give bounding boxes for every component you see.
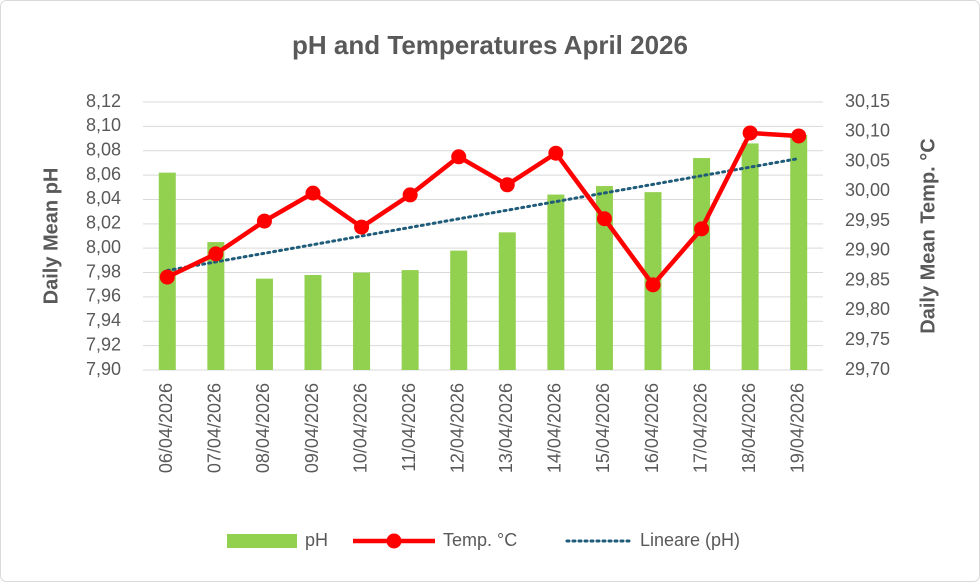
x-tick-label: 12/04/2026: [447, 383, 467, 473]
y-tick-label: 8,10: [86, 115, 121, 135]
line-point: [354, 219, 370, 235]
y2-tick-label: 30,00: [845, 180, 890, 200]
y2-tick-label: 29,95: [845, 210, 890, 230]
trendline: [165, 157, 801, 272]
bar: [207, 242, 225, 370]
y2-tick-label: 29,85: [845, 269, 890, 289]
bar: [401, 270, 419, 370]
line: [166, 130, 799, 288]
y-tick-label: 8,12: [86, 91, 121, 111]
y-tick-label: 7,92: [86, 334, 121, 354]
bar: [790, 134, 808, 370]
x-tick-label: 14/04/2026: [545, 383, 565, 473]
line-point: [791, 128, 807, 144]
line-point: [402, 187, 418, 203]
x-tick-label: 08/04/2026: [253, 383, 273, 473]
chart-title: pH and Temperatures April 2026: [292, 30, 688, 60]
y-tick-label: 8,04: [86, 188, 121, 208]
x-tick-label: 09/04/2026: [302, 383, 322, 473]
x-tick-label: 06/04/2026: [156, 383, 176, 473]
line-point: [208, 246, 224, 262]
y-axis-title: Daily Mean pH: [40, 168, 62, 305]
line-point: [256, 213, 272, 229]
y-tick-label: 7,96: [86, 286, 121, 306]
line-point: [159, 269, 175, 285]
y-tick-label: 8,06: [86, 164, 121, 184]
bar: [741, 143, 759, 370]
x-tick-label: 13/04/2026: [496, 383, 516, 473]
x-tick-label: 07/04/2026: [205, 383, 225, 473]
bar: [595, 186, 613, 370]
x-tick-label: 19/04/2026: [787, 383, 807, 473]
x-tick-label: 17/04/2026: [690, 383, 710, 473]
bar: [353, 272, 371, 370]
legend-swatch: [386, 533, 402, 549]
line-point: [548, 145, 564, 161]
line-point: [451, 149, 467, 165]
y2-tick-label: 30,10: [845, 121, 890, 141]
y2-axis-title: Daily Mean Temp. °C: [917, 138, 939, 333]
line-point: [645, 277, 661, 293]
x-tick-label: 10/04/2026: [350, 383, 370, 473]
y-tick-label: 7,98: [86, 261, 121, 281]
x-tick-label: 16/04/2026: [642, 383, 662, 473]
bar: [693, 158, 711, 370]
y2-tick-label: 29,80: [845, 299, 890, 319]
x-tick-label: 15/04/2026: [593, 383, 613, 473]
y-tick-label: 7,90: [86, 359, 121, 379]
bar: [547, 194, 565, 370]
y-tick-label: 7,94: [86, 310, 121, 330]
y2-tick-label: 30,15: [845, 91, 890, 111]
bar: [450, 250, 468, 370]
legend-label: pH: [305, 530, 328, 550]
y2-tick-label: 29,75: [845, 329, 890, 349]
bar: [498, 232, 516, 370]
line-point: [742, 125, 758, 141]
y2-tick-label: 30,05: [845, 150, 890, 170]
y-tick-label: 8,08: [86, 139, 121, 159]
legend-label: Lineare (pH): [640, 530, 740, 550]
legend-swatch: [227, 534, 297, 548]
y2-tick-label: 29,70: [845, 359, 890, 379]
y-tick-label: 8,00: [86, 237, 121, 257]
bar: [304, 274, 322, 370]
line-point: [694, 221, 710, 237]
y-tick-label: 8,02: [86, 213, 121, 233]
line-point: [305, 185, 321, 201]
y2-tick-label: 29,90: [845, 240, 890, 260]
bar: [255, 278, 273, 370]
x-tick-label: 18/04/2026: [739, 383, 759, 473]
line-point: [499, 177, 515, 193]
line-point: [596, 211, 612, 227]
x-tick-label: 11/04/2026: [399, 383, 419, 472]
legend-label: Temp. °C: [443, 530, 517, 550]
